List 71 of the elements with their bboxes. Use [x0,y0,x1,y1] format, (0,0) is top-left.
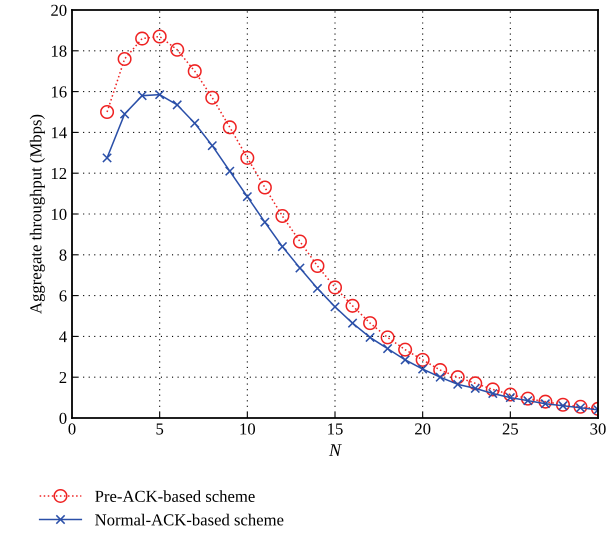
y-tick-label: 20 [51,4,67,16]
point [363,316,378,330]
point [486,382,500,396]
point [310,259,324,274]
point [242,192,252,202]
point [330,302,340,312]
point [205,90,220,105]
y-tick-label: 2 [60,372,66,383]
point [277,242,288,252]
legend-label: Normal-ACK-based scheme [95,514,284,526]
point [188,64,202,78]
x-tick-label: 10 [240,423,256,435]
point [328,280,342,294]
point [172,100,182,110]
y-tick-label: 0 [59,412,67,424]
x-tick-label: 0 [68,423,76,435]
y-axis-title: Aggregate throughput (Mbps) [30,114,45,314]
legend-label: Pre-ACK-based scheme [95,490,255,502]
point [433,363,448,378]
point [380,330,395,344]
y-tick-label: 16 [52,86,67,98]
point [260,217,270,228]
y-tick-label: 4 [59,331,67,342]
point [258,180,272,194]
y-tick-label: 8 [59,250,67,261]
point [224,166,235,176]
point [382,344,393,354]
point [100,104,114,120]
y-tick-label: 14 [52,127,67,138]
point [120,109,130,119]
y-tick-label: 12 [52,168,66,179]
point [295,263,305,273]
point [118,52,132,66]
point [400,354,410,365]
point [418,364,428,374]
point [503,388,518,402]
point [573,400,588,414]
point [154,90,165,100]
point [190,118,200,128]
point [312,284,322,294]
point [398,342,412,357]
point [240,150,254,165]
point [222,120,237,134]
point [538,394,552,409]
x-tick-label: 15 [328,423,343,435]
y-tick-label: 18 [52,46,67,57]
point [450,370,465,384]
point [452,379,463,390]
x-tick-label: 25 [502,423,518,435]
point [292,234,307,249]
point [102,152,112,163]
point [346,298,360,313]
x-axis-title: N [328,444,342,456]
point [468,376,482,390]
point [365,332,375,342]
point [435,372,446,382]
point [416,352,430,367]
point [556,398,570,412]
x-tick-label: 5 [156,424,164,435]
point [207,140,218,151]
point [137,90,148,101]
point [135,32,150,46]
y-tick-label: 10 [52,208,67,220]
point [348,318,358,328]
point [275,209,290,224]
y-tick-label: 6 [60,290,67,302]
point [520,392,535,406]
x-tick-label: 30 [590,423,606,435]
x-tick-label: 20 [415,423,430,435]
point [170,42,184,57]
point [152,30,167,44]
